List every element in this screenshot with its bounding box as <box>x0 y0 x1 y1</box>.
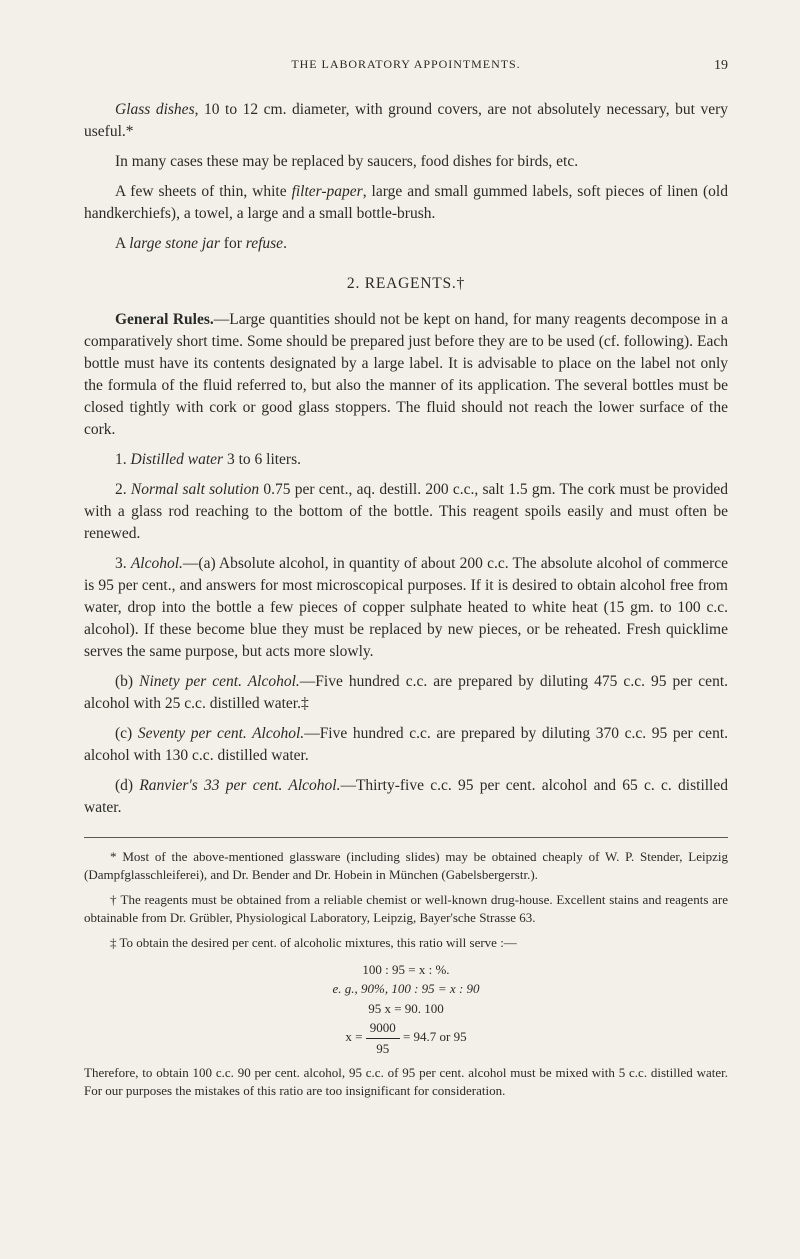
text: A <box>115 235 129 252</box>
text: e. g., 90%, 100 : 95 = x : 90 <box>332 981 479 996</box>
paragraph: 2. Normal salt solution 0.75 per cent., … <box>84 479 728 545</box>
italic-term: Ranvier's 33 per cent. Alcohol. <box>139 777 340 794</box>
footnotes: * Most of the above-mentioned glassware … <box>84 848 728 1099</box>
text: (d) <box>115 777 139 794</box>
paragraph: 3. Alcohol.—(a) Absolute alcohol, in qua… <box>84 553 728 663</box>
text: 2. <box>115 481 131 498</box>
fraction-numerator: 9000 <box>366 1018 400 1039</box>
paragraph: In many cases these may be replaced by s… <box>84 151 728 173</box>
italic-term: refuse <box>246 235 283 252</box>
running-head: THE LABORATORY APPOINTMENTS. 19 <box>84 56 728 73</box>
equation-line: 100 : 95 = x : %. <box>84 960 728 980</box>
text: A few sheets of thin, white <box>115 183 292 200</box>
paragraph: Glass dishes, 10 to 12 cm. diameter, wit… <box>84 99 728 143</box>
text: 3 to 6 liters. <box>223 451 301 468</box>
footnote: ‡ To obtain the desired per cent. of alc… <box>84 934 728 952</box>
paragraph: A large stone jar for refuse. <box>84 233 728 255</box>
italic-term: large stone jar <box>129 235 220 252</box>
footnote: * Most of the above-mentioned glassware … <box>84 848 728 883</box>
footnote: Therefore, to obtain 100 c.c. 90 per cen… <box>84 1064 728 1099</box>
paragraph: (c) Seventy per cent. Alcohol.—Five hund… <box>84 723 728 767</box>
italic-term: Alcohol. <box>131 555 183 572</box>
equation-line: x = 9000 95 = 94.7 or 95 <box>84 1018 728 1058</box>
text: . <box>283 235 287 252</box>
page-number: 19 <box>714 56 728 76</box>
italic-term: Normal salt solution <box>131 481 259 498</box>
text: 1. <box>115 451 131 468</box>
paragraph: A few sheets of thin, white filter-paper… <box>84 181 728 225</box>
italic-term: Glass dishes <box>115 101 195 118</box>
text: 3. <box>115 555 131 572</box>
footnote-separator <box>84 837 728 838</box>
paragraph: (d) Ranvier's 33 per cent. Alcohol.—Thir… <box>84 775 728 819</box>
section-heading: 2. REAGENTS.† <box>84 273 728 295</box>
footnote: † The reagents must be obtained from a r… <box>84 891 728 926</box>
equation-line: 95 x = 90. 100 <box>84 999 728 1019</box>
fraction: 9000 95 <box>366 1018 400 1058</box>
paragraph: (b) Ninety per cent. Alcohol.—Five hundr… <box>84 671 728 715</box>
italic-term: Distilled water <box>131 451 224 468</box>
text: for <box>220 235 246 252</box>
italic-term: Seventy per cent. Alcohol. <box>138 725 304 742</box>
run-in-head: General Rules. <box>115 311 214 328</box>
text: (b) <box>115 673 139 690</box>
text: x = <box>345 1029 365 1044</box>
text: —Large quantities should not be kept on … <box>84 311 728 438</box>
running-title: THE LABORATORY APPOINTMENTS. <box>291 56 520 73</box>
fraction-denominator: 95 <box>366 1039 400 1059</box>
equation-block: 100 : 95 = x : %. e. g., 90%, 100 : 95 =… <box>84 960 728 1059</box>
italic-term: filter-paper <box>292 183 363 200</box>
text: = 94.7 or 95 <box>403 1029 467 1044</box>
text: (c) <box>115 725 138 742</box>
equation-line: e. g., 90%, 100 : 95 = x : 90 <box>84 979 728 999</box>
paragraph: General Rules.—Large quantities should n… <box>84 309 728 441</box>
italic-term: Ninety per cent. Alcohol. <box>139 673 300 690</box>
paragraph: 1. Distilled water 3 to 6 liters. <box>84 449 728 471</box>
